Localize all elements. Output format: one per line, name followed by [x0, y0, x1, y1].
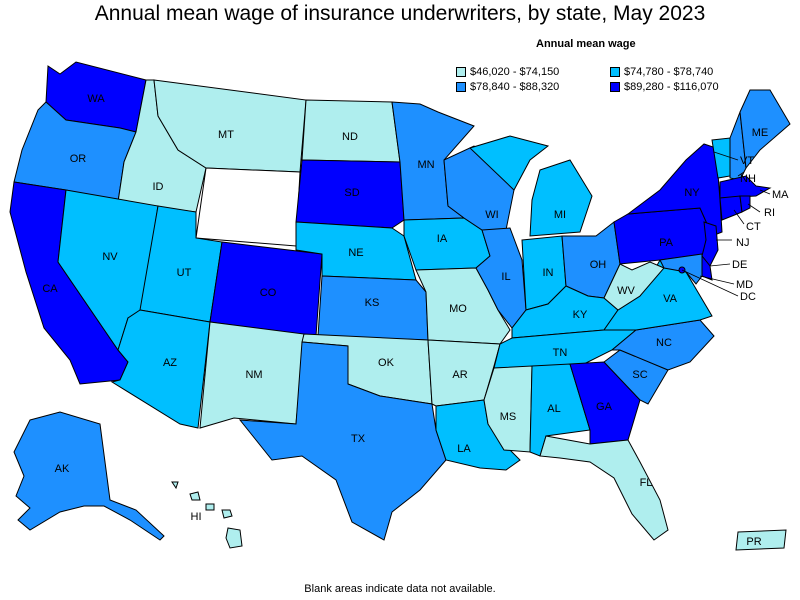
- legend-swatch-4: [610, 82, 620, 92]
- state-wv[interactable]: [603, 261, 665, 311]
- legend-item-3: $78,840 - $88,320: [456, 81, 559, 93]
- label-ga: GA: [596, 401, 613, 413]
- legend-label-1: $46,020 - $74,150: [470, 66, 560, 78]
- label-mi: MI: [554, 209, 566, 221]
- label-id: ID: [153, 181, 164, 193]
- label-nv: NV: [102, 251, 118, 263]
- label-ny: NY: [684, 187, 700, 199]
- state-ak[interactable]: [13, 411, 165, 541]
- legend-swatch-3: [456, 82, 466, 92]
- state-sd[interactable]: [295, 159, 405, 229]
- label-nj: NJ: [736, 237, 749, 249]
- legend-swatch-2: [610, 67, 620, 77]
- label-ia: IA: [437, 233, 448, 245]
- state-nh[interactable]: [729, 111, 747, 181]
- label-va: VA: [663, 293, 678, 305]
- legend-item-4: $89,280 - $116,070: [610, 81, 719, 93]
- state-az[interactable]: [110, 309, 211, 429]
- legend-item-1: $46,020 - $74,150: [456, 66, 559, 78]
- label-pr: PR: [746, 536, 761, 548]
- label-co: CO: [260, 287, 277, 299]
- state-ri[interactable]: [739, 195, 751, 213]
- label-dc: DC: [740, 291, 756, 303]
- legend-swatch-1: [456, 67, 466, 77]
- legend-label-2: $74,780 - $78,740: [624, 66, 714, 78]
- label-wi: WI: [485, 209, 498, 221]
- map-title: Annual mean wage of insurance underwrite…: [94, 2, 706, 25]
- label-nc: NC: [656, 337, 672, 349]
- label-tx: TX: [351, 433, 366, 445]
- label-ak: AK: [55, 463, 70, 475]
- label-pa: PA: [659, 237, 674, 249]
- label-nh: NH: [740, 173, 756, 185]
- label-mo: MO: [449, 303, 467, 315]
- label-fl: FL: [640, 477, 653, 489]
- label-wa: WA: [87, 93, 105, 105]
- label-al: AL: [547, 403, 560, 415]
- label-ct: CT: [746, 221, 761, 233]
- label-nd: ND: [342, 131, 358, 143]
- state-mi[interactable]: [469, 135, 593, 237]
- label-wv: WV: [617, 285, 635, 297]
- legend-title: Annual mean wage: [536, 38, 636, 50]
- label-ca: CA: [42, 283, 58, 295]
- label-mt: MT: [218, 129, 234, 141]
- label-in: IN: [543, 267, 554, 279]
- label-ks: KS: [365, 297, 380, 309]
- label-ar: AR: [452, 369, 467, 381]
- label-hi: HI: [191, 511, 202, 523]
- label-de: DE: [732, 259, 747, 271]
- label-sc: SC: [632, 369, 647, 381]
- label-vt: VT: [740, 155, 754, 167]
- state-hi[interactable]: [171, 481, 243, 549]
- footnote: Blank areas indicate data not available.: [304, 583, 496, 595]
- legend-label-4: $89,280 - $116,070: [624, 81, 719, 93]
- label-me: ME: [752, 127, 769, 139]
- state-pr[interactable]: [735, 529, 787, 551]
- label-ri: RI: [764, 207, 775, 219]
- label-tn: TN: [553, 347, 568, 359]
- state-il[interactable]: [475, 227, 527, 329]
- label-ky: KY: [573, 309, 588, 321]
- label-il: IL: [501, 271, 510, 283]
- legend-item-2: $74,780 - $78,740: [610, 66, 713, 78]
- label-md: MD: [736, 279, 753, 291]
- label-nm: NM: [245, 369, 262, 381]
- label-ma: MA: [772, 189, 789, 201]
- label-oh: OH: [590, 259, 607, 271]
- label-or: OR: [70, 153, 87, 165]
- label-sd: SD: [344, 187, 359, 199]
- state-me[interactable]: [739, 89, 791, 170]
- legend-label-3: $78,840 - $88,320: [470, 81, 560, 93]
- state-nm[interactable]: [199, 321, 305, 429]
- state-fl[interactable]: [539, 435, 669, 541]
- label-az: AZ: [163, 357, 177, 369]
- label-mn: MN: [417, 159, 434, 171]
- state-tx[interactable]: [238, 341, 447, 541]
- label-ok: OK: [378, 357, 395, 369]
- label-ut: UT: [177, 267, 192, 279]
- label-ne: NE: [348, 247, 363, 259]
- label-ms: MS: [500, 411, 517, 423]
- label-la: LA: [457, 443, 471, 455]
- state-wy[interactable]: [195, 167, 301, 247]
